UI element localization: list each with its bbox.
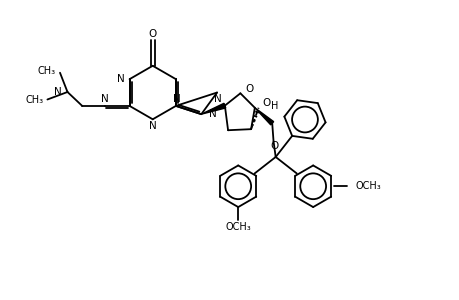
Text: O: O bbox=[262, 98, 270, 108]
Polygon shape bbox=[201, 103, 225, 114]
Text: N: N bbox=[173, 94, 180, 104]
Text: CH₃: CH₃ bbox=[25, 95, 44, 106]
Text: N: N bbox=[214, 94, 221, 104]
Text: N: N bbox=[101, 94, 109, 104]
Text: O: O bbox=[148, 29, 157, 39]
Text: H: H bbox=[271, 101, 278, 111]
Text: CH₃: CH₃ bbox=[38, 66, 56, 76]
Text: N: N bbox=[117, 74, 124, 84]
Text: OCH₃: OCH₃ bbox=[225, 222, 251, 232]
Text: N: N bbox=[54, 87, 62, 97]
Text: N: N bbox=[208, 109, 216, 119]
Text: N: N bbox=[149, 121, 156, 131]
Text: OCH₃: OCH₃ bbox=[355, 181, 381, 191]
Text: O: O bbox=[270, 141, 278, 151]
Polygon shape bbox=[254, 108, 273, 125]
Text: O: O bbox=[245, 84, 253, 94]
